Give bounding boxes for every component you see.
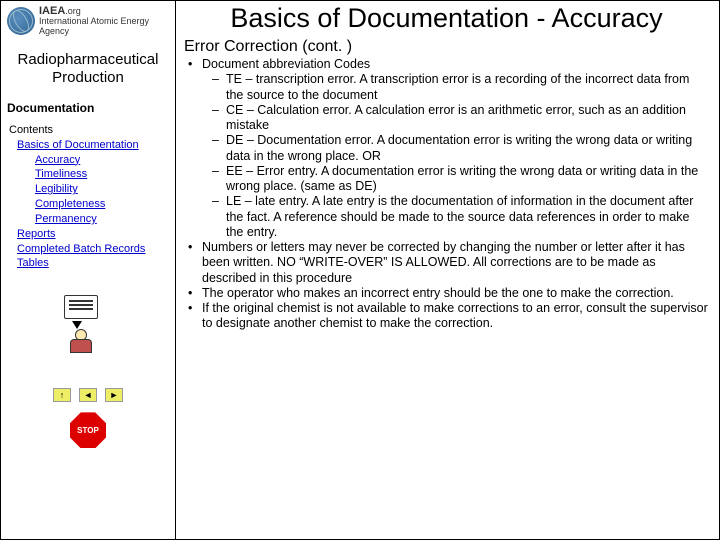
bullet-1b: CE – Calculation error. A calculation er… bbox=[184, 103, 709, 134]
doc-label: Documentation bbox=[7, 101, 169, 115]
nav-batch[interactable]: Completed Batch Records bbox=[7, 242, 169, 257]
section-title: Radiopharmaceutical Production bbox=[7, 51, 169, 87]
nav-reports[interactable]: Reports bbox=[7, 227, 169, 242]
nav-timeliness[interactable]: Timeliness bbox=[7, 167, 169, 182]
iaea-logo-icon bbox=[7, 7, 35, 35]
stop-label: STOP bbox=[77, 426, 99, 435]
bullet-list: Document abbreviation Codes TE – transcr… bbox=[184, 57, 709, 332]
bullet-1d: EE – Error entry. A documentation error … bbox=[184, 164, 709, 195]
sidebar: IAEA.org International Atomic Energy Age… bbox=[1, 1, 176, 539]
bullet-2: Numbers or letters may never be correcte… bbox=[184, 240, 709, 286]
nav-completeness[interactable]: Completeness bbox=[7, 197, 169, 212]
nav-prev-button[interactable]: ◄ bbox=[79, 388, 97, 402]
logo-domain: .org bbox=[65, 6, 81, 16]
clipart-area bbox=[7, 295, 169, 358]
slide-subtitle: Error Correction (cont. ) bbox=[184, 38, 709, 56]
bullet-1: Document abbreviation Codes bbox=[184, 57, 709, 72]
nav-list: Contents Basics of Documentation Accurac… bbox=[7, 123, 169, 271]
bullet-1e: LE – late entry. A late entry is the doc… bbox=[184, 194, 709, 240]
nav-contents[interactable]: Contents bbox=[7, 123, 169, 138]
book-person-icon bbox=[64, 295, 112, 353]
nav-up-button[interactable]: ↑ bbox=[53, 388, 71, 402]
nav-permanency[interactable]: Permanency bbox=[7, 212, 169, 227]
slide-title: Basics of Documentation - Accuracy bbox=[184, 3, 709, 34]
bullet-1a: TE – transcription error. A transcriptio… bbox=[184, 72, 709, 103]
nav-next-button[interactable]: ► bbox=[105, 388, 123, 402]
bullet-3: The operator who makes an incorrect entr… bbox=[184, 286, 709, 301]
stop-button[interactable]: STOP bbox=[70, 412, 106, 448]
logo-tagline: International Atomic Energy Agency bbox=[39, 16, 149, 36]
nav-basics[interactable]: Basics of Documentation bbox=[7, 138, 169, 153]
nav-accuracy[interactable]: Accuracy bbox=[7, 153, 169, 168]
nav-tables[interactable]: Tables bbox=[7, 256, 169, 271]
logo-text: IAEA.org International Atomic Energy Age… bbox=[39, 5, 169, 37]
bullet-4: If the original chemist is not available… bbox=[184, 301, 709, 332]
nav-legibility[interactable]: Legibility bbox=[7, 182, 169, 197]
logo-area: IAEA.org International Atomic Energy Age… bbox=[7, 5, 169, 37]
bullet-1c: DE – Documentation error. A documentatio… bbox=[184, 133, 709, 164]
nav-buttons: ↑ ◄ ► bbox=[7, 388, 169, 402]
main-content: Basics of Documentation - Accuracy Error… bbox=[176, 1, 719, 539]
